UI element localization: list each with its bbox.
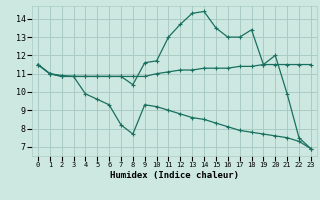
X-axis label: Humidex (Indice chaleur): Humidex (Indice chaleur) [110, 171, 239, 180]
